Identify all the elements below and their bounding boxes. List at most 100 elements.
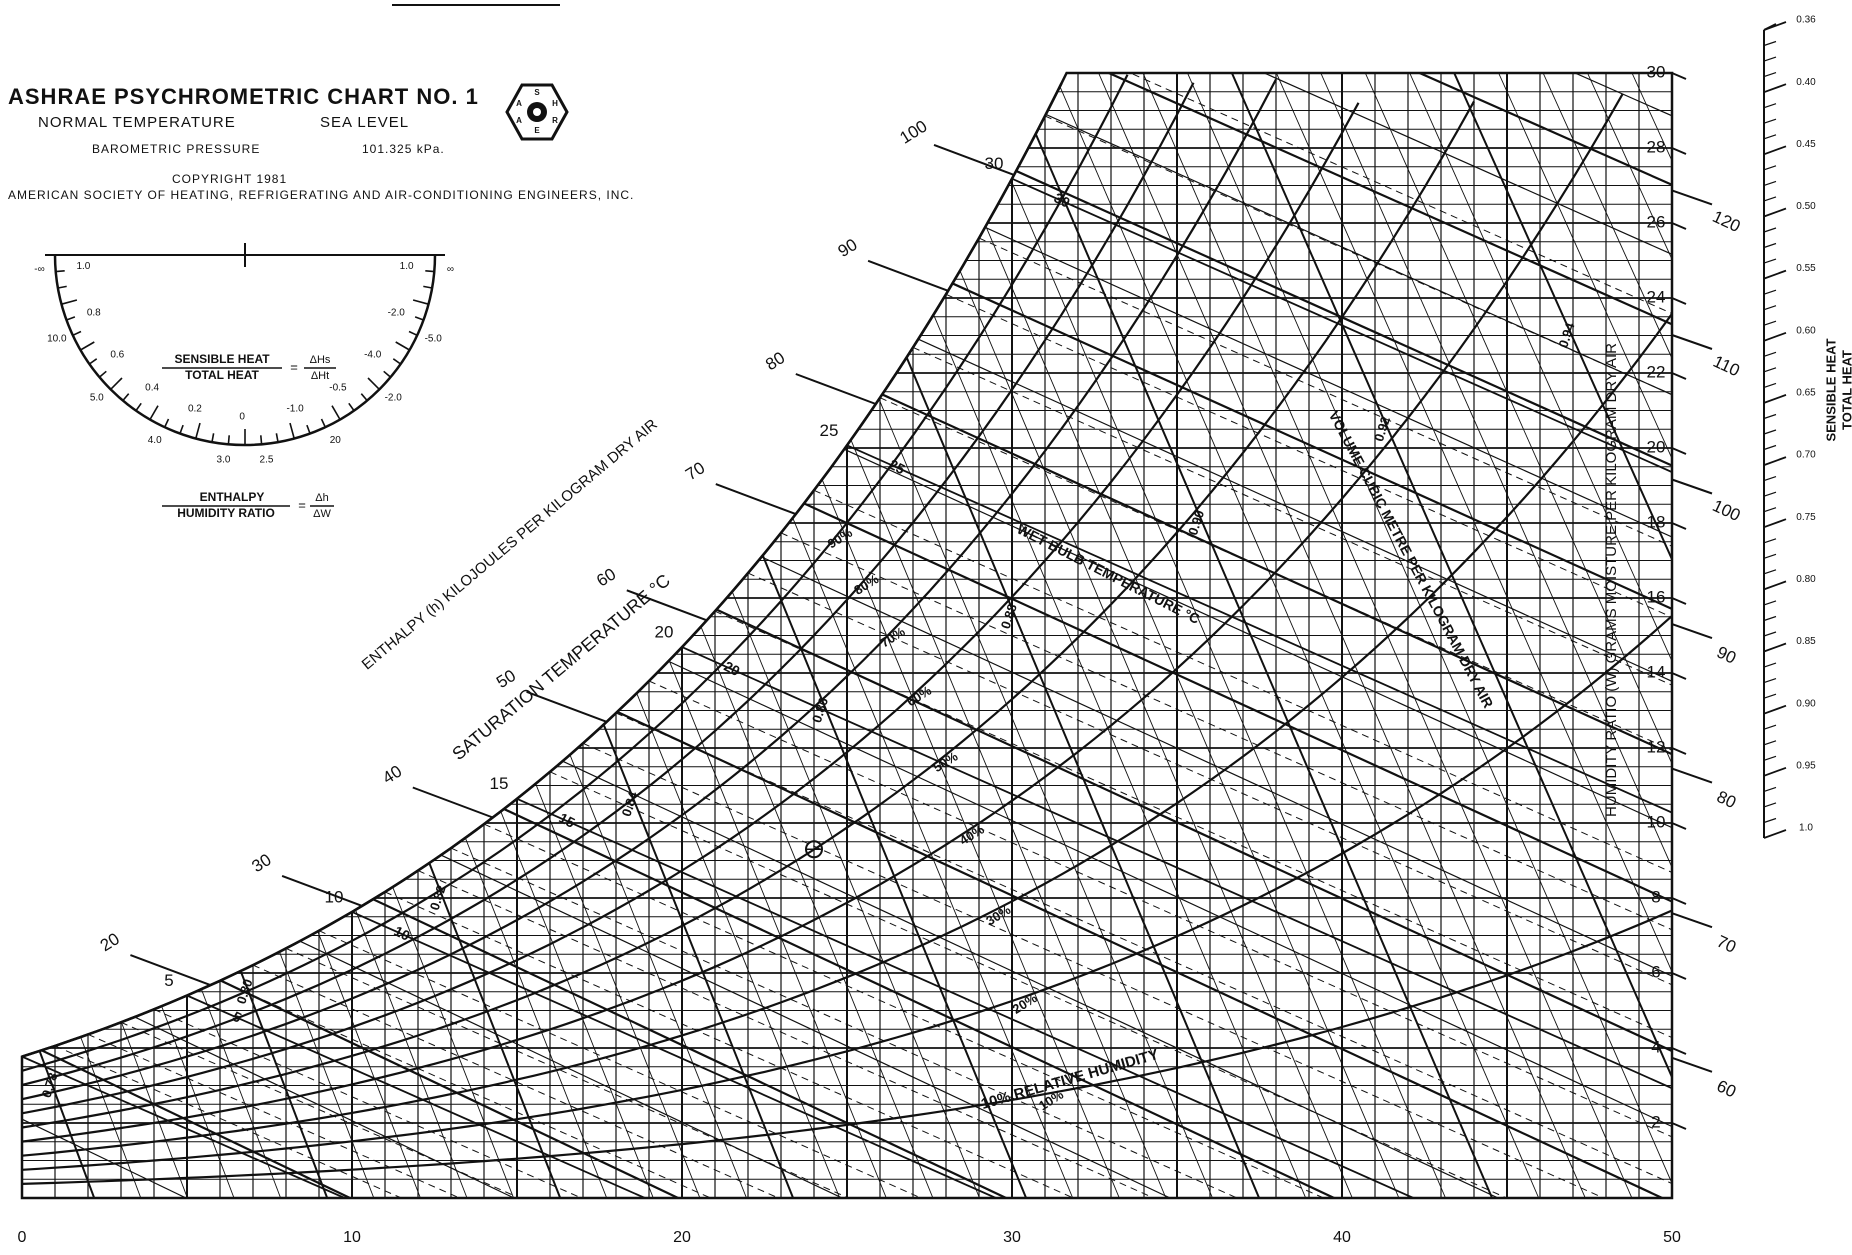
chart-outline: [20, 71, 1674, 1200]
shr-minor-tick: [1763, 305, 1777, 311]
pressure-label: BAROMETRIC PRESSURE: [92, 142, 261, 156]
wet-bulb-line: [912, 346, 1672, 1198]
wet-bulb-line: [648, 680, 1672, 1198]
enthalpy-formula-equals: =: [298, 497, 306, 512]
shr-tick: [1763, 145, 1787, 156]
enthalpy-left-label: 100: [896, 116, 930, 147]
wet-bulb-line: [22, 1055, 345, 1198]
protractor-tick: [135, 402, 142, 412]
protractor-outer-right-label: -2.0: [388, 308, 406, 319]
shr-minor-tick: [1763, 413, 1777, 420]
logo-letter: A: [516, 99, 522, 108]
protractor-outer-right-label: -4.0: [364, 349, 382, 360]
enthalpy-left-label: 90: [835, 235, 861, 261]
enthalpy-line: [22, 73, 23, 1198]
rh-curve-70: [21, 78, 1277, 1101]
enthalpy-tick: [867, 259, 949, 292]
enthalpy-right-tick: [1671, 912, 1713, 929]
shr-minor-tick: [1763, 538, 1777, 544]
shr-tick: [1763, 83, 1787, 94]
wet-bulb-line: [846, 444, 1672, 1198]
copyright: COPYRIGHT 1981: [172, 172, 288, 186]
shr-minor-tick: [1763, 258, 1777, 264]
wet-bulb-line: [780, 532, 1672, 1198]
y-tick-mark: [1671, 372, 1687, 380]
y-tick-mark: [1671, 597, 1687, 605]
logo-letter: R: [552, 116, 558, 125]
protractor-inner-right-label: -5.0: [425, 333, 443, 344]
volume-minor-line: [1187, 73, 1672, 1198]
shr-minor-tick: [1763, 351, 1777, 357]
enthalpy-line: [22, 73, 1672, 1198]
shr-tick: [1763, 829, 1787, 839]
protractor-tick: [289, 422, 295, 439]
volume-minor-line: [1498, 73, 1672, 1198]
shr-minor-tick: [1763, 165, 1777, 171]
y-tick-mark: [1671, 222, 1687, 230]
shr-tick: [1763, 394, 1787, 404]
rh-curve-40: [21, 93, 1624, 1143]
x-tick-label: 20: [673, 1229, 691, 1246]
shr-tick: [1763, 518, 1787, 529]
protractor-tick: [331, 405, 341, 420]
wet-bulb-line: [1077, 73, 1672, 1198]
rh-label: 30%: [983, 902, 1013, 929]
shr-minor-tick: [1763, 227, 1777, 233]
y-tick-label: 14: [1647, 662, 1666, 681]
wet-bulb-line: [813, 489, 1672, 1198]
shr-minor-tick: [1763, 320, 1777, 326]
enthalpy-left-label: 50: [493, 666, 519, 692]
logo-letter: H: [552, 99, 558, 108]
shr-minor-tick: [1763, 553, 1777, 559]
shr-minor-tick: [1763, 491, 1777, 497]
protractor-tick: [72, 330, 82, 337]
volume-label: 0.92: [1371, 415, 1393, 444]
enthalpy-left-label: 70: [682, 458, 708, 484]
wet-bulb-line: [1044, 115, 1672, 1198]
enthalpy-line: [22, 73, 843, 1198]
protractor-outer-left-label: 0.4: [145, 382, 159, 393]
volume-minor-line: [1542, 73, 1672, 1198]
enthalpy-right-label: 70: [1714, 932, 1739, 957]
shr-tick: [1763, 331, 1787, 342]
wet-bulb-line: [384, 891, 1074, 1198]
shr-minor-tick: [1763, 476, 1777, 482]
rh-label: 40%: [957, 821, 987, 848]
y-tick-label: 24: [1647, 287, 1666, 306]
wet-bulb-inline-label: 10: [392, 923, 413, 944]
volume-line: [1453, 73, 1672, 1198]
volume-minor-line: [1409, 73, 1672, 1198]
enthalpy-right-tick: [1671, 623, 1713, 640]
logo-letter: A: [516, 116, 522, 125]
shr-minor-tick: [1763, 615, 1777, 622]
shr-tick-label: 0.90: [1796, 698, 1816, 709]
enthalpy-left-label: 60: [593, 564, 619, 590]
y-tick-mark: [1671, 447, 1687, 455]
shr-tick: [1763, 269, 1787, 280]
protractor-tick: [412, 299, 429, 305]
shr-tick-label: 0.95: [1796, 760, 1816, 771]
enthalpy-symbol-bottom: ΔW: [313, 508, 331, 520]
wet-bulb-line: [120, 1021, 520, 1198]
volume-label: 0.94: [1555, 320, 1577, 349]
wet-bulb-line: [285, 947, 849, 1198]
enthalpy-line: [953, 73, 1672, 1198]
shr-tick-label: 0.50: [1796, 201, 1816, 212]
shr-minor-tick: [1763, 118, 1777, 124]
y-tick-label: 4: [1651, 1037, 1660, 1056]
protractor-tick: [195, 422, 201, 439]
shr-tick-label: 0.45: [1796, 139, 1816, 150]
protractor-inner-right-label: 20: [330, 435, 342, 446]
volume-minor-line: [1053, 73, 1540, 1198]
wet-bulb-line: [186, 994, 646, 1198]
volume-line: [22, 73, 96, 1198]
volume-label: 0.88: [998, 602, 1020, 631]
shr-tick-label: 0.55: [1796, 263, 1816, 274]
protractor-tick: [383, 370, 392, 378]
relative-humidity-curves: [21, 74, 1673, 1185]
enthalpy-tick: [626, 589, 708, 622]
enthalpy-tick: [715, 483, 797, 516]
enthalpy-right-tick: [1671, 1056, 1713, 1073]
shr-label-bottom: TOTAL HEAT: [1839, 350, 1852, 430]
volume-label: 0.80: [233, 977, 255, 1006]
